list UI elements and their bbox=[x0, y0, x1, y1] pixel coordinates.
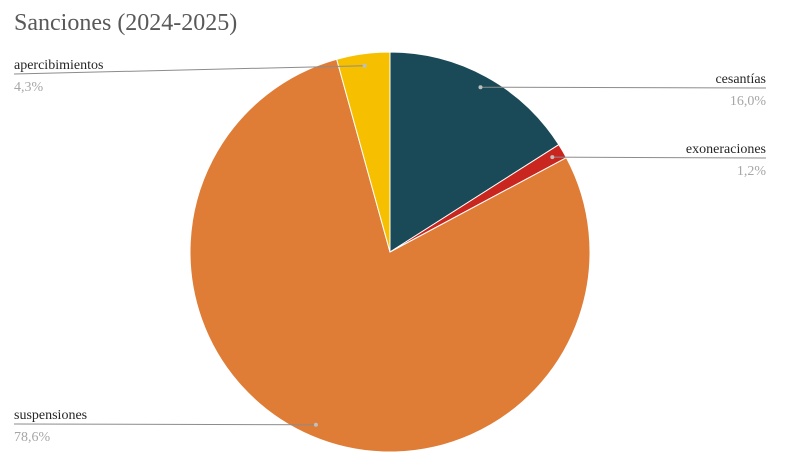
leader-dot bbox=[478, 85, 483, 90]
slice-value-label: 16,0% bbox=[730, 94, 767, 109]
leader-line bbox=[13, 423, 316, 426]
slice-label: suspensiones bbox=[14, 408, 87, 423]
leader-line bbox=[552, 156, 767, 159]
slice-label: apercibimientos bbox=[14, 58, 103, 73]
slice-value-label: 78,6% bbox=[14, 430, 51, 445]
leader-line bbox=[13, 65, 365, 75]
leader-dot bbox=[313, 422, 318, 427]
slice-label: exoneraciones bbox=[686, 142, 766, 157]
chart-title: Sanciones (2024-2025) bbox=[14, 10, 237, 36]
pie-slice bbox=[389, 51, 560, 253]
leader-dot bbox=[362, 63, 367, 68]
leader-line bbox=[480, 86, 767, 89]
slice-value-label: 1,2% bbox=[737, 164, 767, 179]
pie-slice bbox=[189, 58, 591, 453]
leader-dot bbox=[550, 155, 555, 160]
pie-slice bbox=[336, 51, 391, 253]
slice-value-label: 4,3% bbox=[14, 80, 44, 95]
slice-label: cesantías bbox=[715, 72, 766, 87]
